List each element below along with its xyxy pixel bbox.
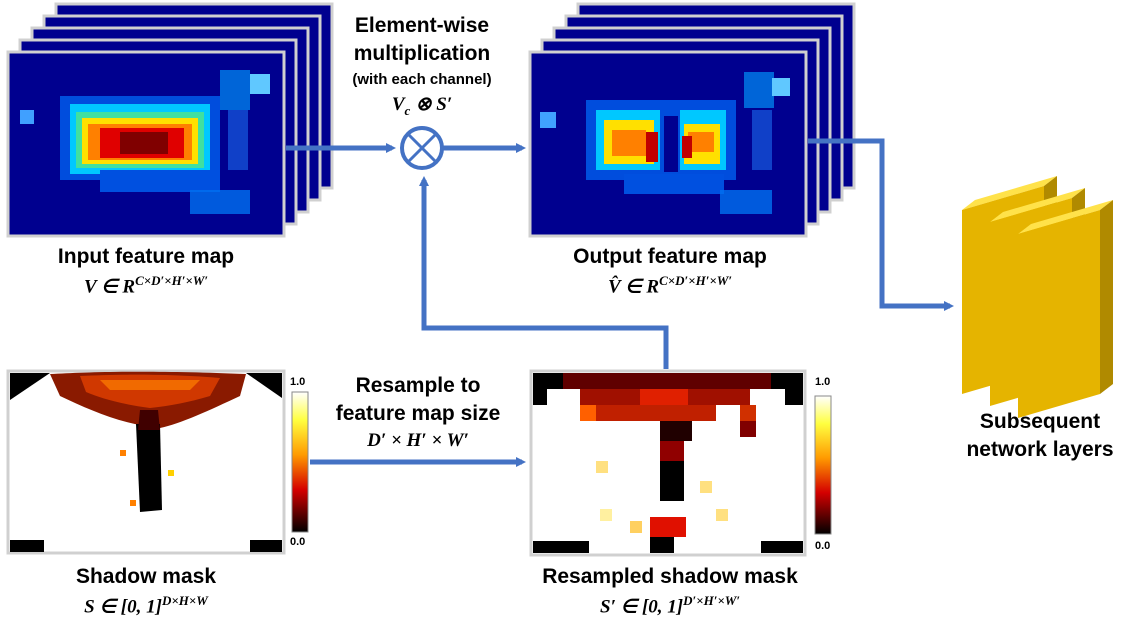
resample-line2: feature map size	[335, 402, 501, 425]
subsequent-layers-graphic	[962, 176, 1113, 418]
output-feature-map-stack	[528, 2, 856, 238]
output-map-title: Output feature map	[573, 245, 767, 268]
arrow-resampled-to-multiply	[419, 176, 669, 369]
resample-line1: Resample to	[355, 374, 481, 397]
arrows	[286, 138, 954, 467]
shadow-mask-image	[6, 369, 286, 555]
shadow-mask-colorbar	[291, 391, 309, 533]
input-heatmap	[10, 54, 282, 234]
shadow-colorbar-min: 0.0	[290, 536, 306, 548]
resampled-mask-colorbar	[814, 395, 832, 535]
input-map-title: Input feature map	[57, 245, 235, 268]
layer-slab	[1018, 200, 1113, 418]
output-map-formula: V̂ ∈ RC×D′×H′×W′	[608, 273, 732, 298]
resampled-colorbar-max: 1.0	[815, 376, 831, 388]
resampled-mask-title: Resampled shadow mask	[542, 565, 798, 588]
subsequent-line2: network layers	[966, 438, 1114, 461]
input-feature-map-stack	[6, 2, 334, 238]
input-map-formula: V ∈ RC×D′×H′×W′	[84, 273, 208, 298]
multiplication-line2: multiplication	[353, 42, 491, 65]
shadow-mask-formula: S ∈ [0, 1]D×H×W	[84, 593, 208, 618]
multiplication-line3: (with each channel)	[352, 71, 492, 88]
multiplication-formula: Vc ⊗ S′	[391, 94, 453, 118]
resample-formula: D′ × H′ × W′	[367, 430, 469, 451]
arrow-output-to-subsequent	[808, 138, 954, 311]
shadow-mask-title: Shadow mask	[75, 565, 217, 588]
resampled-shadow-mask-image	[529, 369, 807, 557]
shadow-colorbar-max: 1.0	[290, 376, 306, 388]
multiply-node	[400, 126, 444, 170]
output-heatmap	[532, 54, 804, 234]
multiplication-line1: Element-wise	[354, 14, 490, 37]
resampled-mask-formula: S′ ∈ [0, 1]D′×H′×W′	[600, 593, 740, 618]
subsequent-line1: Subsequent	[979, 410, 1101, 433]
resampled-colorbar-min: 0.0	[815, 540, 831, 552]
